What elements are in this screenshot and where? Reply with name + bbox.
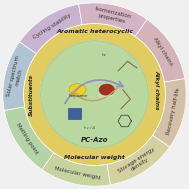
Text: Solar spectrum
match: Solar spectrum match [6,55,26,98]
Ellipse shape [99,84,114,95]
Text: Aromatic heterocyclic: Aromatic heterocyclic [56,29,133,34]
Wedge shape [3,42,36,110]
Text: Trans-isomer: Trans-isomer [68,94,87,98]
Wedge shape [107,135,170,185]
Text: Alkyl chains: Alkyl chains [155,70,160,109]
Text: Substituents: Substituents [29,74,34,115]
Wedge shape [24,24,165,165]
Text: PC-Azo: PC-Azo [81,137,108,143]
Text: Isomerization
properties: Isomerization properties [93,6,132,25]
Wedge shape [19,4,82,54]
Text: Alkyl chains: Alkyl chains [152,36,174,67]
Wedge shape [135,19,185,82]
Text: Cis-isomer: Cis-isomer [99,94,115,98]
Wedge shape [42,153,110,186]
Text: hv / Δ: hv / Δ [84,125,95,130]
Text: Cycling stability: Cycling stability [32,12,71,40]
Text: Storage energy
density: Storage energy density [118,146,159,178]
Text: hv: hv [101,53,107,57]
Text: Melting point: Melting point [15,122,39,155]
Ellipse shape [69,84,86,96]
Wedge shape [4,107,54,170]
FancyBboxPatch shape [68,108,81,119]
Text: Recovery half-life: Recovery half-life [166,88,181,135]
Text: Molecular weight: Molecular weight [64,155,125,160]
Wedge shape [79,3,147,36]
Circle shape [41,41,148,148]
Text: Molecular weight: Molecular weight [54,166,101,181]
Wedge shape [153,79,186,147]
